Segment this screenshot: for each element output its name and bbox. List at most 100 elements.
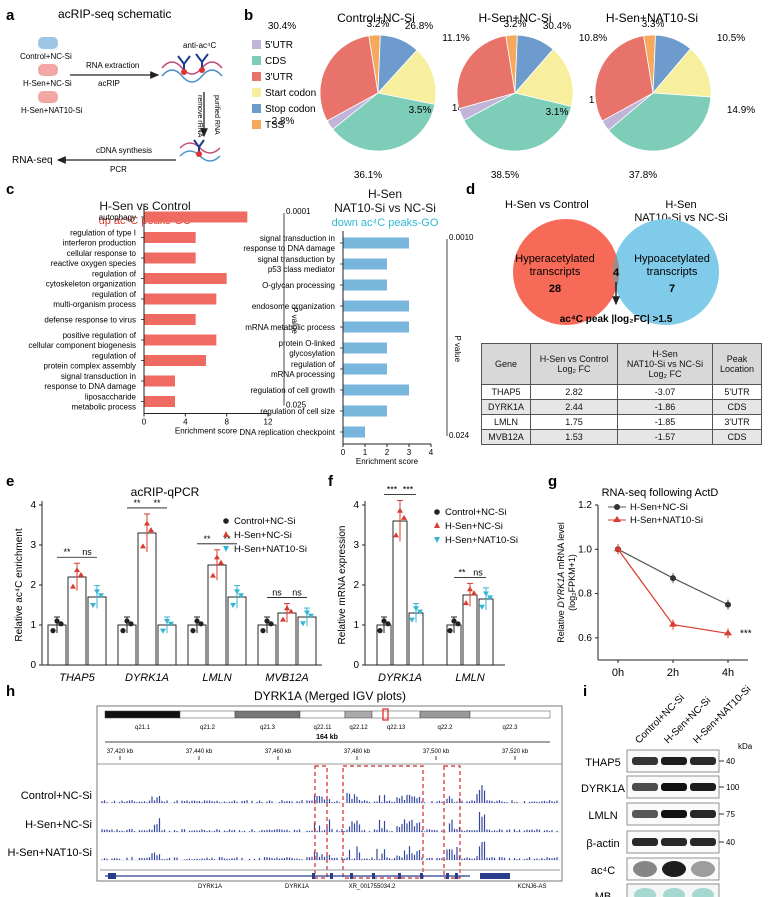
legend-label: Control+NC-Si: [234, 516, 296, 527]
data-point: [58, 621, 64, 627]
bar: [343, 279, 387, 291]
blot-band: [690, 783, 716, 791]
x-tick-label: 0h: [612, 667, 624, 679]
category-label: regulation of: [291, 360, 336, 369]
legend-label: H-Sen+NC-Si: [234, 530, 292, 541]
sig-label: ns: [272, 588, 282, 598]
marker-label: 75: [726, 810, 735, 819]
sig-label: ns: [473, 567, 483, 577]
blot-band: [661, 783, 687, 791]
data-point: [120, 628, 126, 634]
band-label: q21.1: [135, 725, 151, 731]
data-point: [124, 618, 130, 624]
ideogram-band: [371, 710, 421, 719]
sig-label: **: [458, 567, 466, 577]
legend-swatch: [252, 120, 261, 129]
sig-label: ns: [82, 547, 92, 557]
bar: [343, 405, 387, 417]
y-tick-label: 1.2: [578, 500, 592, 511]
track-label: H-Sen+NC-Si: [25, 819, 92, 831]
band-label: q22.2: [437, 725, 453, 731]
pie-value-label: 38.5%: [491, 170, 519, 181]
coord-label: 37,480 kb: [344, 749, 371, 755]
ideogram-band: [419, 710, 471, 719]
data-point: [230, 602, 236, 608]
x-tick-label: 1: [363, 448, 368, 457]
gene-exon: [480, 873, 510, 879]
x-axis-title: Enrichment score: [356, 457, 419, 466]
venn-right-circle: [613, 219, 719, 325]
pie-value-label: 3.1%: [546, 107, 569, 118]
gene-exon: [312, 873, 315, 879]
data-point: [463, 600, 469, 606]
dot-blot: [634, 888, 656, 897]
pie-value-label: 26.8%: [405, 21, 433, 32]
data-point: [300, 621, 306, 627]
cell: MVB12A: [481, 429, 531, 445]
category-label: cytoskeleton organization: [46, 280, 136, 289]
ideogram-band: [179, 710, 236, 719]
dot-blot: [663, 888, 685, 897]
pie-value-label: 3.2%: [367, 19, 390, 30]
category-label: defense response to virus: [44, 316, 136, 325]
panel-label-i: i: [583, 683, 587, 700]
blot-band: [690, 838, 716, 846]
data-point: [670, 575, 676, 582]
data-point: [455, 621, 461, 627]
data-point: [264, 618, 270, 624]
y-tick-label: 4: [30, 500, 36, 511]
y-axis-title-part: DYRK1A: [556, 572, 566, 608]
data-point: [210, 572, 216, 578]
pie-value-label: 2.8%: [272, 116, 295, 127]
blot-band: [661, 838, 687, 846]
legend-marker: [434, 522, 440, 528]
data-point: [50, 628, 56, 634]
bar: [343, 363, 387, 375]
ideogram-band: [299, 710, 346, 719]
table-header-gene: Gene: [481, 343, 531, 385]
sig-label: ***: [740, 628, 752, 639]
venn-right-label-1: Hypoacetylated: [634, 253, 710, 265]
y-axis-title: Relative DYRK1A mRNA level: [556, 522, 566, 643]
pie-value-label: 37.8%: [629, 170, 657, 181]
x-tick-label: 2h: [667, 667, 679, 679]
legend-label: CDS: [265, 56, 286, 67]
hdr-2c: Log₂ FC: [648, 369, 682, 379]
band-label: q22.12: [349, 725, 368, 731]
data-point: [148, 527, 154, 533]
cell: 1.53: [530, 429, 618, 445]
sig-label: **: [133, 498, 141, 508]
panel-label-a: a: [6, 7, 15, 24]
y-tick-label: 2: [353, 580, 359, 591]
bar: [392, 520, 408, 666]
category-label: interferon production: [63, 239, 136, 248]
category-label: p53 class mediator: [268, 265, 335, 274]
data-point: [194, 618, 200, 624]
blot-row-label: DYRK1A: [581, 783, 626, 795]
y-axis-title-2: (log₂FPKM+1): [567, 554, 577, 611]
x-category-label: LMLN: [455, 672, 484, 684]
data-point: [385, 621, 391, 627]
blot-band: [632, 783, 658, 791]
data-point: [487, 595, 493, 601]
go-subtitle: down ac⁴C peaks-GO: [332, 217, 439, 229]
table-header-nat10: H-Sen NAT10-Si vs NC-Si Log₂ FC: [617, 343, 713, 385]
gene-exon: [420, 873, 423, 879]
cell: 2.82: [530, 384, 618, 400]
bar: [343, 300, 409, 312]
pie-slice: [463, 92, 572, 152]
legend-label: TSS: [265, 120, 285, 131]
sig-label: **: [223, 534, 231, 544]
category-label: liposaccharide: [85, 393, 137, 402]
venn-left-circle: [513, 219, 619, 325]
band-label: q22.13: [387, 725, 406, 731]
legend-label: H-Sen+NAT10-Si: [234, 544, 307, 555]
coord-label: 37,440 kb: [186, 749, 213, 755]
pie-legend: 5'UTR CDS 3'UTR Start codon Stop codon TSS: [252, 40, 316, 131]
bar: [144, 273, 227, 284]
cell: 3'UTR: [712, 414, 762, 430]
pie-value-label: 14.9%: [727, 105, 755, 116]
